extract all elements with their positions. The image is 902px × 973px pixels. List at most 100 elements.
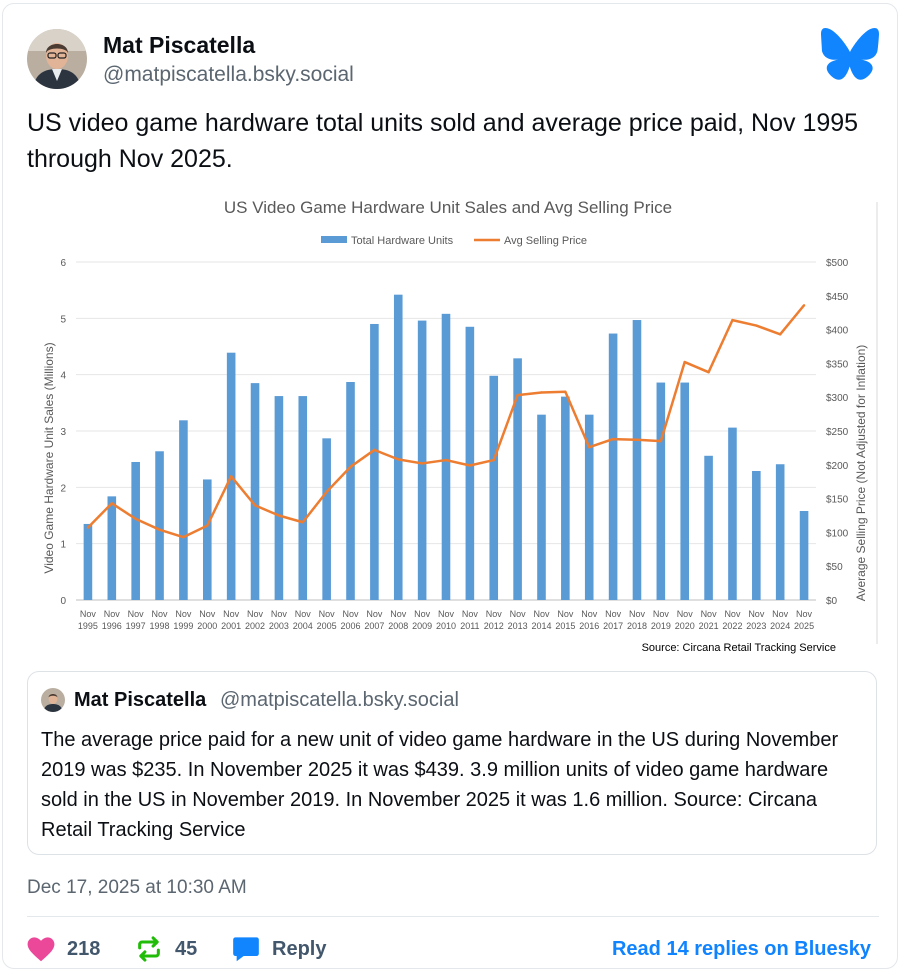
- y-left-axis-label: Video Game Hardware Unit Sales (Millions…: [42, 342, 56, 573]
- bar-units-nov-2002: [250, 383, 260, 600]
- point-price-nov-1998: [158, 528, 161, 531]
- x-tick-label: Nov 2024: [770, 609, 790, 631]
- bar-units-nov-2009: [417, 320, 427, 600]
- bar-units-nov-1996: [107, 496, 117, 600]
- point-price-nov-2009: [420, 462, 424, 465]
- x-tick-label: Nov 2025: [794, 609, 814, 631]
- x-tick-label: Nov 2021: [699, 609, 719, 631]
- point-price-nov-2018: [635, 438, 639, 441]
- quoted-post[interactable]: Mat Piscatella @matpiscatella.bsky.socia…: [27, 671, 877, 855]
- y-right-tick-label: $50: [826, 562, 843, 573]
- point-price-nov-2014: [540, 391, 543, 394]
- x-tick-label: Nov 2014: [531, 609, 551, 631]
- author-name[interactable]: Mat Piscatella: [103, 32, 256, 58]
- bar-units-nov-2022: [728, 427, 737, 600]
- point-price-nov-2006: [349, 465, 352, 469]
- point-price-nov-2019: [659, 439, 663, 443]
- like-button[interactable]: 218: [27, 934, 100, 964]
- point-price-nov-2013: [516, 393, 519, 397]
- y-right-tick-label: $400: [826, 326, 849, 337]
- x-tick-label: Nov 2018: [627, 609, 647, 631]
- point-price-nov-1996: [110, 502, 114, 505]
- point-price-nov-2004: [301, 521, 304, 524]
- point-price-nov-2003: [277, 514, 281, 517]
- x-tick-label: Nov 1996: [102, 609, 122, 631]
- y-right-tick-label: $250: [826, 427, 849, 438]
- x-tick-label: Nov 2002: [245, 609, 265, 631]
- y-left-tick-label: 5: [60, 314, 66, 325]
- x-tick-label: Nov 2008: [388, 609, 408, 631]
- quoted-avatar[interactable]: [41, 688, 65, 712]
- x-tick-label: Nov 2012: [484, 609, 504, 631]
- x-tick-label: Nov 2013: [508, 609, 528, 631]
- read-replies-link[interactable]: Read 14 replies on Bluesky: [611, 938, 871, 960]
- x-tick-label: Nov 2016: [579, 609, 599, 631]
- point-price-nov-2007: [373, 448, 376, 452]
- bluesky-logo[interactable]: [821, 28, 879, 80]
- bar-units-nov-2004: [298, 396, 308, 600]
- avatar[interactable]: [27, 29, 87, 89]
- bar-units-nov-2013: [513, 358, 522, 600]
- speech-bubble-icon: [233, 937, 259, 962]
- chart-image[interactable]: 0 1 2 3 4 5 6 $0 $50 $100 $150 $200 $250 $300 $350 $400…: [27, 190, 879, 660]
- repost-button[interactable]: 45: [135, 934, 197, 964]
- bar-units-nov-2025: [799, 510, 809, 600]
- y-left-tick-label: 0: [60, 596, 66, 607]
- bar-units-nov-2016: [584, 414, 594, 600]
- x-tick-label: Nov 2011: [460, 609, 479, 631]
- point-price-nov-2002: [253, 504, 257, 507]
- bar-units-nov-2006: [346, 381, 355, 600]
- bar-units-nov-1995: [83, 523, 93, 600]
- bar-units-nov-2017: [608, 333, 618, 600]
- bar-units-nov-2011: [465, 326, 475, 600]
- y-left-tick-label: 6: [60, 258, 66, 269]
- point-price-nov-1997: [134, 517, 137, 521]
- post-text: US video game hardware total units sold …: [27, 109, 859, 173]
- bar-units-nov-2012: [489, 375, 499, 600]
- reply-button[interactable]: Reply: [232, 934, 326, 964]
- x-tick-label: Nov 2004: [293, 609, 313, 631]
- point-price-nov-2011: [468, 464, 472, 467]
- point-price-nov-2016: [588, 446, 591, 449]
- bar-units-nov-2020: [680, 382, 690, 600]
- x-tick-label: Nov 2022: [722, 609, 742, 631]
- x-tick-label: Nov 2019: [651, 609, 671, 631]
- post-card: Mat Piscatella @matpiscatella.bsky.socia…: [2, 3, 898, 969]
- bar-units-nov-2010: [441, 313, 451, 600]
- bar-units-nov-1997: [131, 461, 140, 600]
- reply-label: Reply: [272, 937, 327, 960]
- y-right-tick-label: $100: [826, 528, 849, 539]
- bar-units-nov-2003: [274, 396, 284, 600]
- y-right-tick-label: $150: [826, 495, 849, 506]
- y-left-tick-label: 2: [60, 483, 66, 494]
- chart-source: Source: Circana Retail Tracking Service: [642, 642, 836, 654]
- quoted-text: The average price paid for a new unit of…: [41, 729, 839, 841]
- bar-units-nov-2007: [370, 323, 379, 600]
- hardware-sales-chart: 0 1 2 3 4 5 6 $0 $50 $100 $150 $200 $250 $300 $350 $400…: [42, 198, 878, 654]
- like-count: 218: [67, 937, 101, 960]
- bar-units-nov-1998: [155, 451, 164, 600]
- avatar-photo-icon: [27, 29, 87, 89]
- author-handle[interactable]: @matpiscatella.bsky.social: [103, 63, 354, 86]
- point-price-nov-1995: [86, 526, 90, 529]
- x-tick-label: Nov 2001: [221, 609, 241, 631]
- point-price-nov-2020: [683, 360, 686, 364]
- x-tick-label: Nov 1999: [173, 609, 193, 631]
- bar-units-nov-2021: [704, 455, 713, 600]
- point-price-nov-2015: [564, 390, 567, 393]
- point-price-nov-1999: [182, 535, 185, 539]
- bar-units-nov-1999: [179, 420, 188, 600]
- heart-icon: [27, 937, 55, 962]
- point-price-nov-2025: [802, 304, 806, 307]
- y-right-tick-label: $450: [826, 292, 849, 303]
- point-price-nov-2024: [778, 333, 782, 336]
- post-timestamp[interactable]: Dec 17, 2025 at 10:30 AM: [27, 877, 247, 898]
- bar-units-nov-2024: [775, 464, 785, 600]
- point-price-nov-2008: [397, 458, 400, 461]
- chart-title: US Video Game Hardware Unit Sales and Av…: [224, 198, 672, 217]
- legend-label-price: Avg Selling Price: [504, 235, 587, 247]
- y-right-tick-label: $0: [826, 596, 838, 607]
- point-price-nov-2012: [492, 458, 495, 462]
- chart-legend: Total Hardware Units Avg Selling Price: [321, 235, 587, 247]
- bar-units-nov-2023: [752, 470, 761, 600]
